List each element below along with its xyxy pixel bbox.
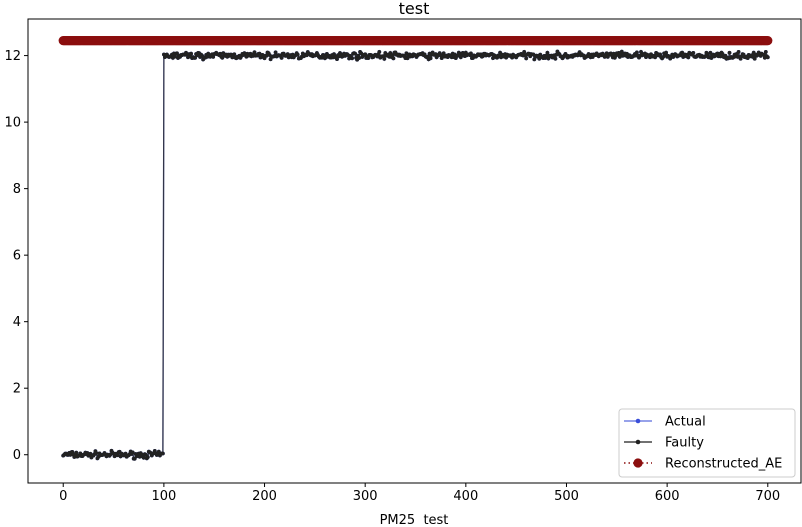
faulty-point xyxy=(353,51,357,56)
faulty-point xyxy=(708,50,713,55)
x-tick-label: 0 xyxy=(59,489,67,504)
faulty-point xyxy=(232,52,237,57)
legend-reconstructed-ae-marker xyxy=(633,458,643,468)
plot-area-frame xyxy=(27,18,802,484)
faulty-point xyxy=(279,56,284,60)
faulty-point xyxy=(391,56,396,61)
faulty-point xyxy=(366,56,371,60)
faulty-point xyxy=(752,56,757,61)
faulty-point xyxy=(727,50,732,55)
x-tick-label: 300 xyxy=(353,489,378,504)
x-tick-label: 100 xyxy=(151,489,176,504)
legend-faulty-marker xyxy=(635,439,641,445)
faulty-point xyxy=(211,55,216,59)
faulty-point xyxy=(404,51,409,56)
faulty-point xyxy=(161,451,165,456)
legend-actual-marker xyxy=(635,418,641,424)
faulty-point xyxy=(686,55,691,60)
y-axis: 0 2 4 6 8 10 12 xyxy=(4,49,28,463)
faulty-point xyxy=(635,50,639,55)
faulty-point xyxy=(141,455,146,460)
faulty-point xyxy=(335,57,339,61)
x-axis-label: PM25 test xyxy=(380,513,449,527)
y-tick-label: 4 xyxy=(13,315,21,330)
faulty-point xyxy=(377,50,382,54)
legend-faulty-label: Faulty xyxy=(665,436,704,451)
faulty-point xyxy=(705,52,710,57)
y-tick-label: 0 xyxy=(13,448,21,463)
legend: Actual Faulty Reconstructed_AE xyxy=(618,408,796,478)
y-tick-label: 8 xyxy=(13,182,21,197)
reconstructed-ae-point xyxy=(763,36,773,46)
faulty-point xyxy=(173,54,177,59)
faulty-point xyxy=(441,51,446,56)
faulty-point xyxy=(130,450,135,455)
series-actual xyxy=(61,49,770,461)
faulty-point xyxy=(115,453,120,458)
faulty-point xyxy=(220,55,225,60)
faulty-point xyxy=(264,53,269,58)
faulty-point xyxy=(545,50,550,55)
faulty-point xyxy=(257,51,262,56)
x-tick-label: 600 xyxy=(655,489,680,504)
faulty-point xyxy=(664,50,668,55)
actual-line xyxy=(62,49,769,461)
y-tick-label: 6 xyxy=(13,249,21,264)
faulty-point xyxy=(382,57,387,61)
faulty-point xyxy=(350,56,354,61)
faulty-point xyxy=(532,57,537,62)
faulty-point xyxy=(522,50,527,54)
data-layer xyxy=(58,36,773,461)
faulty-point xyxy=(736,50,741,54)
faulty-point xyxy=(252,50,257,55)
faulty-point xyxy=(273,50,278,55)
x-axis: 0 100 200 300 400 500 600 700 xyxy=(59,483,780,504)
faulty-point xyxy=(544,53,549,58)
faulty-point xyxy=(619,49,624,54)
y-tick-label: 2 xyxy=(13,382,21,397)
faulty-point xyxy=(74,450,79,455)
x-tick-label: 700 xyxy=(755,489,780,504)
legend-box xyxy=(618,408,796,478)
faulty-point xyxy=(193,56,198,60)
x-tick-label: 200 xyxy=(252,489,277,504)
faulty-point xyxy=(94,451,99,456)
x-tick-label: 500 xyxy=(554,489,579,504)
faulty-point xyxy=(145,455,150,459)
faulty-line xyxy=(62,49,769,461)
faulty-point xyxy=(691,51,696,55)
faulty-point xyxy=(428,56,433,61)
faulty-point xyxy=(357,56,361,60)
faulty-point xyxy=(524,56,529,61)
faulty-point xyxy=(763,50,768,54)
x-tick-label: 400 xyxy=(453,489,478,504)
faulty-point xyxy=(218,51,223,56)
faulty-point xyxy=(189,51,194,56)
series-reconstructed-ae xyxy=(58,36,773,46)
series-faulty xyxy=(61,49,770,461)
y-tick-label: 10 xyxy=(4,116,21,131)
faulty-point xyxy=(295,52,300,57)
faulty-point xyxy=(469,51,473,56)
legend-actual-label: Actual xyxy=(665,415,706,430)
faulty-point xyxy=(653,55,657,60)
legend-reconstructed-ae-label: Reconstructed_AE xyxy=(665,457,782,472)
chart-title: test xyxy=(399,0,430,18)
faulty-point xyxy=(720,52,725,56)
y-tick-label: 12 xyxy=(4,49,21,64)
faulty-point xyxy=(553,56,558,61)
faulty-point xyxy=(765,55,770,60)
